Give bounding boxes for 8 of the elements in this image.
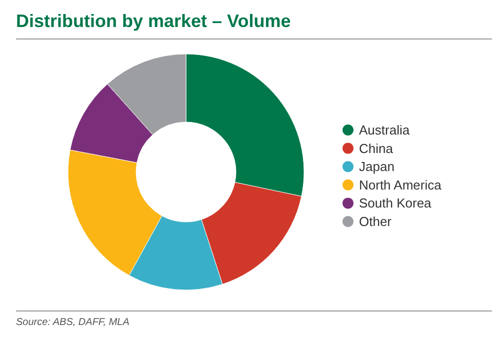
legend-label: Australia bbox=[359, 122, 410, 138]
legend-label: Japan bbox=[359, 159, 394, 174]
legend-label: Other bbox=[359, 214, 392, 229]
chart-title: Distribution by market – Volume bbox=[16, 11, 291, 31]
legend-label: China bbox=[359, 140, 394, 156]
legend-label: South Korea bbox=[359, 196, 432, 211]
source-note: Source: ABS, DAFF, MLA bbox=[16, 317, 130, 328]
legend-label: North America bbox=[359, 177, 442, 192]
